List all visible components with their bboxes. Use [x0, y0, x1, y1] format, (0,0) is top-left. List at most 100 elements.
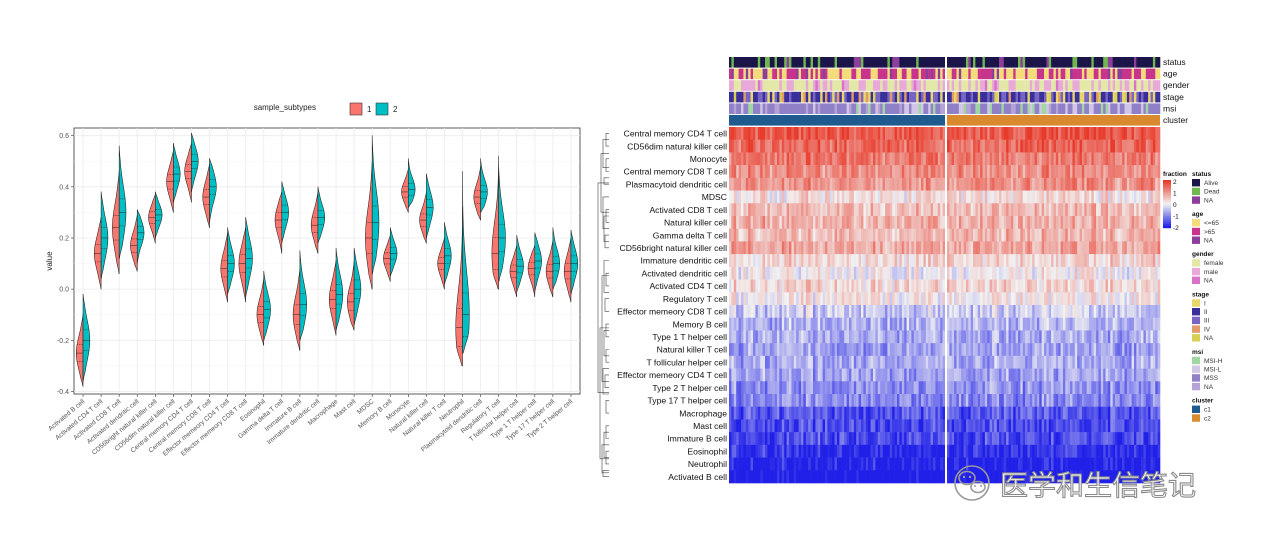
heatmap-cell	[765, 203, 768, 217]
heatmap-cell	[1098, 254, 1102, 268]
annotation-cell-age	[1089, 68, 1092, 80]
annotation-cell-gender	[956, 80, 960, 91]
heatmap-cell	[877, 241, 881, 255]
annotation-cell-msi	[885, 103, 888, 114]
heatmap-cell	[870, 190, 874, 204]
heatmap-cell	[911, 127, 915, 141]
heatmap-cell	[1044, 177, 1047, 191]
heatmap-cell	[1039, 254, 1042, 268]
heatmap-cell	[980, 381, 983, 395]
heatmap-cell	[1025, 165, 1028, 179]
heatmap-cell	[1048, 381, 1052, 395]
heatmap-cell	[894, 152, 898, 166]
heatmap-cell	[820, 139, 823, 153]
heatmap-cell	[779, 228, 783, 242]
annotation-cell-gender	[1124, 80, 1128, 91]
heatmap-cell	[810, 254, 814, 268]
heatmap-cell	[1072, 241, 1076, 255]
annotation-cell-msi	[1008, 103, 1012, 114]
heatmap-cell	[1077, 152, 1080, 166]
heatmap-cell	[805, 305, 809, 319]
heatmap-cell	[777, 368, 780, 382]
heatmap-cell	[951, 343, 955, 357]
heatmap-cell	[803, 241, 807, 255]
heatmap-cell	[815, 152, 819, 166]
heatmap-cell	[921, 177, 924, 191]
heatmap-cell	[849, 228, 852, 242]
heatmap-cell	[904, 177, 907, 191]
heatmap-cell	[1143, 177, 1147, 191]
annotation-cell-stage	[839, 91, 843, 103]
annotation-cell-age	[810, 68, 814, 80]
annotation-cell-stage	[1003, 91, 1007, 103]
annotation-cell-stage	[956, 91, 960, 103]
annotation-label-age: age	[1163, 69, 1177, 79]
heatmap-cell	[1155, 216, 1158, 230]
heatmap-cell	[887, 254, 891, 268]
heatmap-cell	[769, 152, 773, 166]
heatmap-cell	[1155, 203, 1158, 217]
heatmap-cell	[921, 216, 924, 230]
annotation-cell-stage	[949, 91, 953, 103]
heatmap-cell	[1098, 343, 1102, 357]
heatmap-cell	[1098, 203, 1102, 217]
heatmap-cell	[906, 139, 910, 153]
annotation-cell-msi	[954, 103, 957, 114]
heatmap-cell	[951, 190, 955, 204]
heatmap-cell	[748, 381, 751, 395]
heatmap-cell	[913, 317, 917, 331]
heatmap-cell	[745, 254, 749, 268]
heatmap-cell	[1091, 127, 1095, 141]
heatmap-cell	[942, 216, 946, 230]
heatmap-cell	[882, 330, 886, 344]
heatmap-cell	[1051, 343, 1054, 357]
heatmap-cell	[901, 165, 905, 179]
heatmap-cell	[1150, 266, 1154, 280]
heatmap-cell	[829, 317, 833, 331]
heatmap-cell	[875, 139, 879, 153]
heatmap-cell	[970, 127, 974, 141]
annotation-cell-msi	[911, 103, 915, 114]
heatmap-cell	[844, 241, 847, 255]
heatmap-cell	[841, 279, 845, 293]
heatmap-cell	[880, 317, 883, 331]
heatmap-cell	[916, 279, 919, 293]
heatmap-cell	[982, 343, 986, 357]
heatmap-cell	[827, 330, 831, 344]
heatmap-cell	[762, 355, 766, 369]
annotation-cell-gender	[849, 80, 852, 91]
annotation-cell-status	[765, 57, 768, 68]
annotation-cell-msi	[767, 103, 771, 114]
annotation-cell-stage	[858, 91, 862, 103]
heatmap-cell	[982, 355, 986, 369]
heatmap-cell	[733, 190, 737, 204]
annotation-cell-age	[930, 68, 934, 80]
annotation-cell-gender	[1070, 80, 1073, 91]
heatmap-cell	[1015, 292, 1019, 306]
heatmap-cell	[808, 254, 811, 268]
heatmap-cell	[901, 254, 905, 268]
annotation-cell-msi	[822, 103, 826, 114]
annotation-cell-stage	[805, 91, 809, 103]
heatmap-cell	[1036, 343, 1040, 357]
heatmap-cell	[1145, 127, 1149, 141]
heatmap-cell	[853, 305, 857, 319]
annotation-cell-status	[748, 57, 751, 68]
heatmap-cell	[774, 216, 778, 230]
heatmap-cell	[1055, 368, 1059, 382]
heatmap-cell	[789, 152, 792, 166]
heatmap-cell	[753, 266, 756, 280]
heatmap-cell	[825, 127, 828, 141]
heatmap-cell	[865, 190, 869, 204]
heatmap-cell	[853, 127, 857, 141]
annotation-cell-age	[837, 68, 840, 80]
heatmap-cell	[954, 177, 957, 191]
heatmap-cell	[904, 343, 907, 357]
annotation-cell-gender	[817, 80, 821, 91]
heatmap-cell	[829, 368, 833, 382]
annotation-cell-status	[815, 57, 819, 68]
annotation-cell-msi	[813, 103, 816, 114]
legend-key-2	[375, 102, 389, 116]
annotation-cell-stage	[894, 91, 898, 103]
heatmap-cell	[844, 216, 847, 230]
